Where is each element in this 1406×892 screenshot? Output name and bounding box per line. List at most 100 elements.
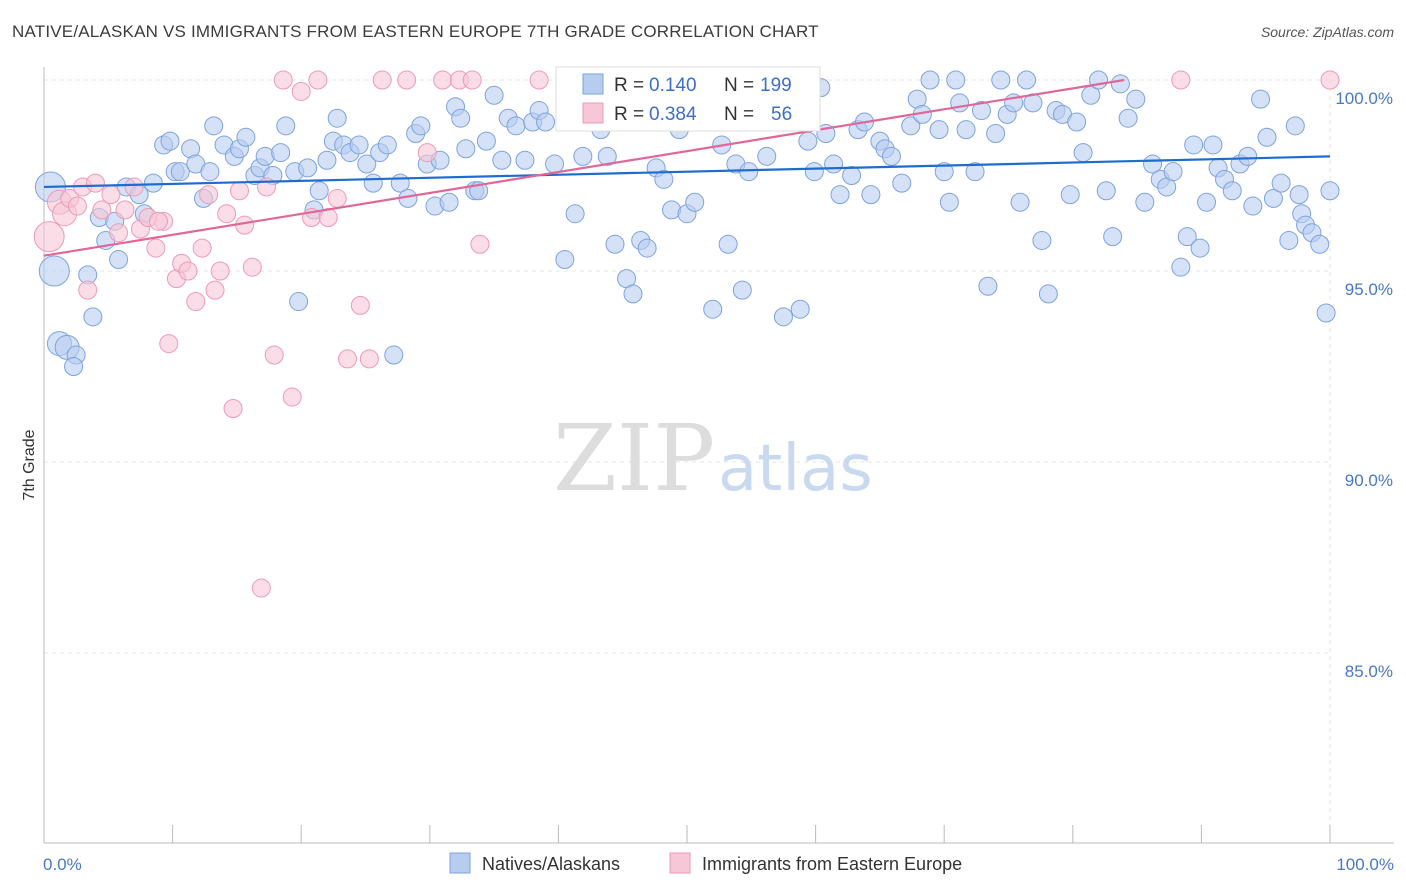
- immigrants-point-6: [78, 280, 98, 300]
- natives-point-64: [476, 131, 496, 151]
- natives-point-179: [1310, 234, 1330, 254]
- immigrants-point-38: [308, 70, 328, 90]
- natives-point-87: [654, 169, 674, 189]
- natives-point-28: [236, 127, 256, 147]
- natives-point-119: [901, 116, 921, 136]
- natives-point-136: [1010, 192, 1030, 212]
- natives-point-105: [798, 131, 818, 151]
- immigrants-point-20: [178, 261, 198, 281]
- natives-point-73: [545, 154, 565, 174]
- natives-point-161: [1190, 238, 1210, 258]
- legend-label-natives: Natives/Alaskans: [482, 854, 620, 874]
- stats-n-label-1: N =: [724, 75, 754, 96]
- natives-point-5: [64, 357, 84, 376]
- natives-point-37: [298, 158, 318, 178]
- natives-point-102: [773, 307, 793, 327]
- natives-point-139: [1032, 230, 1052, 250]
- natives-point-118: [892, 173, 912, 193]
- series-immigrants-eastern-europe: [33, 70, 1340, 598]
- natives-point-65: [484, 85, 504, 105]
- immigrants-point-4: [67, 196, 87, 216]
- immigrants-point-44: [372, 70, 392, 90]
- natives-point-58: [439, 192, 459, 212]
- natives-point-132: [986, 123, 1006, 143]
- natives-point-69: [515, 150, 535, 170]
- natives-point-166: [1222, 181, 1242, 201]
- immigrants-point-31: [251, 578, 271, 598]
- immigrants-point-54: [1320, 70, 1340, 90]
- natives-point-24: [204, 116, 224, 136]
- natives-point-47: [363, 173, 383, 193]
- natives-point-144: [1067, 112, 1087, 132]
- natives-point-91: [685, 192, 705, 212]
- trend-line-natives: [43, 155, 1331, 189]
- natives-point-54: [411, 116, 431, 136]
- natives-point-80: [597, 146, 617, 166]
- natives-point-172: [1263, 188, 1283, 208]
- legend-swatch-natives: [449, 852, 471, 874]
- y-tick-label-1: 95.0%: [1345, 280, 1393, 299]
- natives-point-39: [309, 181, 329, 201]
- natives-point-122: [920, 70, 940, 90]
- natives-point-174: [1279, 230, 1299, 250]
- natives-point-157: [1163, 162, 1183, 182]
- natives-point-68: [506, 116, 526, 136]
- trend-lines: [43, 78, 1331, 257]
- natives-point-145: [1073, 143, 1093, 163]
- natives-point-60: [451, 108, 471, 128]
- natives-point-129: [965, 162, 985, 182]
- natives-point-180: [1316, 303, 1336, 323]
- immigrants-point-9: [101, 185, 121, 205]
- chart-title: NATIVE/ALASKAN VS IMMIGRANTS FROM EASTER…: [12, 22, 819, 41]
- immigrants-point-24: [205, 280, 225, 300]
- natives-point-149: [1103, 227, 1123, 247]
- natives-point-17: [160, 131, 180, 151]
- natives-point-163: [1203, 135, 1223, 155]
- natives-point-181: [1320, 181, 1340, 201]
- immigrants-point-0: [33, 221, 65, 253]
- natives-point-66: [492, 150, 512, 170]
- legend-label-immigrants: Immigrants from Eastern Europe: [702, 854, 962, 874]
- watermark-zip: ZIP: [553, 405, 715, 512]
- natives-point-1: [38, 255, 70, 287]
- natives-point-49: [377, 135, 397, 155]
- natives-point-128: [956, 120, 976, 140]
- natives-point-171: [1257, 127, 1277, 147]
- immigrants-point-15: [146, 238, 166, 258]
- stats-n-value-2: 56: [771, 104, 792, 125]
- immigrants-point-27: [223, 399, 243, 419]
- natives-point-106: [804, 162, 824, 182]
- natives-point-50: [384, 345, 404, 365]
- immigrants-point-8: [92, 200, 112, 220]
- immigrants-point-47: [433, 70, 453, 90]
- immigrants-point-53: [1171, 70, 1191, 90]
- immigrants-point-40: [327, 188, 347, 208]
- natives-point-46: [357, 154, 377, 174]
- natives-point-23: [200, 162, 220, 182]
- stats-swatch-blue: [582, 73, 604, 95]
- immigrants-point-23: [199, 185, 219, 205]
- natives-point-11: [109, 250, 129, 270]
- immigrants-point-49: [462, 70, 482, 90]
- natives-point-111: [842, 166, 862, 185]
- natives-point-36: [289, 292, 309, 312]
- immigrants-point-45: [397, 70, 417, 90]
- stats-n-value-1: 199: [760, 75, 792, 96]
- immigrants-point-36: [291, 81, 311, 101]
- immigrants-point-34: [273, 70, 293, 90]
- natives-point-131: [978, 276, 998, 296]
- natives-point-100: [757, 146, 777, 166]
- natives-point-169: [1243, 196, 1263, 216]
- natives-point-130: [971, 101, 991, 121]
- source-credit: Source: ZipAtlas.com: [1260, 24, 1394, 40]
- immigrants-point-55: [148, 211, 168, 231]
- natives-point-61: [456, 139, 476, 159]
- stats-swatch-pink: [582, 102, 604, 124]
- natives-point-7: [83, 307, 103, 327]
- natives-point-81: [605, 234, 625, 254]
- stats-box: R = 0.140 N = 199 R = 0.384 N = 56: [555, 66, 821, 132]
- natives-point-133: [991, 70, 1011, 90]
- natives-point-173: [1271, 173, 1291, 193]
- watermark-atlas: atlas: [718, 432, 873, 506]
- natives-point-127: [950, 93, 970, 113]
